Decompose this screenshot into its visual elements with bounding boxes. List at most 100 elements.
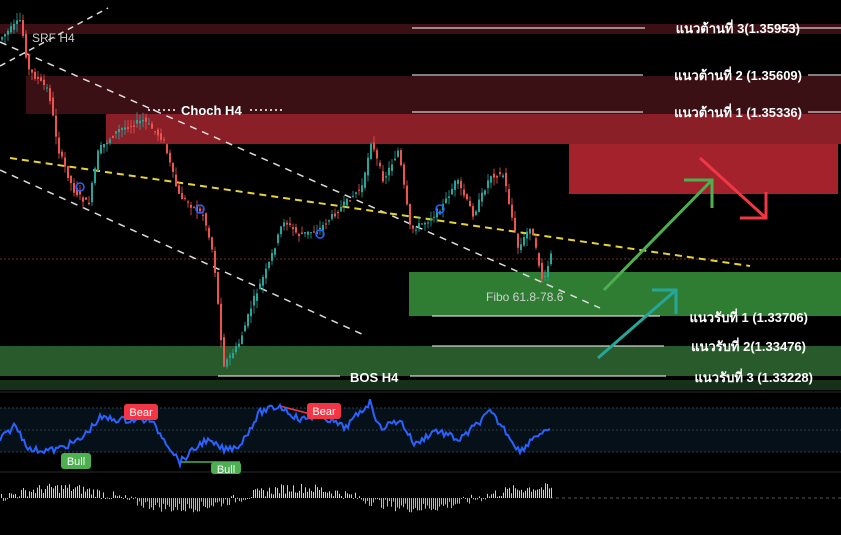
- histogram-bar: [347, 493, 348, 498]
- candle-body: [67, 165, 69, 179]
- histogram-bar: [339, 493, 340, 498]
- histogram-bar: [441, 498, 442, 505]
- histogram-bar: [541, 487, 542, 498]
- histogram-bar: [109, 498, 110, 500]
- histogram-bar: [401, 498, 402, 506]
- histogram-bar: [381, 498, 382, 508]
- candle-body: [136, 120, 138, 124]
- histogram-bar: [7, 498, 8, 500]
- candle-body: [16, 20, 18, 24]
- histogram-bar: [319, 489, 320, 498]
- candle-body: [448, 196, 450, 198]
- histogram-bar: [129, 498, 130, 500]
- histogram-bar: [423, 498, 424, 504]
- histogram-bar: [513, 485, 514, 498]
- histogram-bar: [119, 495, 120, 498]
- candle-body: [220, 303, 222, 341]
- candle-body: [523, 237, 525, 246]
- candle-body: [313, 231, 315, 233]
- candle-body: [490, 176, 492, 183]
- histogram-bar: [451, 498, 452, 509]
- histogram-bar: [31, 492, 32, 498]
- candle-body: [115, 131, 117, 134]
- green-up-arrow-head: [684, 178, 714, 208]
- candle-body: [316, 232, 318, 234]
- candle-body: [550, 253, 552, 265]
- candle-body: [334, 213, 336, 217]
- histogram-bar: [515, 488, 516, 498]
- candle-body: [31, 69, 33, 73]
- histogram-bar: [323, 491, 324, 498]
- histogram-bar: [533, 489, 534, 498]
- histogram-bar: [99, 490, 100, 498]
- candle-body: [355, 192, 357, 195]
- candle-body: [262, 277, 264, 286]
- resistance-zone-top: [0, 24, 841, 34]
- histogram-bar: [437, 498, 438, 511]
- candle-body: [25, 33, 27, 58]
- histogram-bar: [231, 496, 232, 498]
- candle-body: [460, 180, 462, 189]
- candle-body: [367, 157, 369, 176]
- candle-body: [343, 201, 345, 206]
- histogram-bar: [181, 498, 182, 512]
- histogram-bar: [55, 485, 56, 498]
- fibo-label: Fibo 61.8-78.6: [486, 290, 564, 304]
- histogram-bar: [221, 498, 222, 507]
- histogram-bar: [89, 488, 90, 498]
- histogram-bar: [179, 498, 180, 504]
- candle-body: [121, 128, 123, 130]
- histogram-bar: [377, 498, 378, 500]
- candle-body: [532, 228, 534, 235]
- histogram-bar: [523, 492, 524, 498]
- candle-body: [184, 198, 186, 200]
- histogram-bar: [127, 498, 128, 500]
- histogram-bar: [549, 488, 550, 498]
- histogram-bar: [419, 498, 420, 511]
- candle-body: [469, 201, 471, 207]
- histogram-bar: [171, 498, 172, 512]
- candle-body: [73, 183, 75, 193]
- candle-body: [100, 145, 102, 154]
- histogram-bar: [235, 498, 236, 503]
- histogram-bar: [191, 498, 192, 509]
- candle-body: [127, 127, 129, 130]
- candle-body: [463, 189, 465, 196]
- resistance-1-label: แนวต้านที่ 1 (1.35336): [674, 103, 802, 120]
- candle-body: [274, 248, 276, 255]
- candle-body: [298, 234, 300, 237]
- histogram-bar: [411, 498, 412, 513]
- candle-body: [193, 206, 195, 208]
- histogram-bar: [241, 498, 242, 502]
- histogram-bar: [59, 492, 60, 498]
- histogram-bar: [77, 486, 78, 498]
- histogram-bar: [313, 491, 314, 498]
- candle-body: [322, 224, 324, 231]
- histogram-bar: [117, 496, 118, 498]
- histogram-bar: [95, 496, 96, 498]
- histogram-bar: [529, 487, 530, 498]
- teal-up-arrow-head: [652, 288, 678, 314]
- swing-marker: [75, 182, 85, 192]
- choch-label: Choch H4: [181, 103, 242, 118]
- bear-tag-box: [307, 403, 341, 419]
- candle-body: [232, 353, 234, 359]
- candle-body: [103, 143, 105, 148]
- histogram-bar: [551, 487, 552, 498]
- histogram-bar: [123, 498, 124, 499]
- histogram-bar: [21, 489, 22, 498]
- histogram-bar: [487, 493, 488, 498]
- histogram-bar: [525, 490, 526, 498]
- histogram-bar: [5, 498, 6, 501]
- candle-body: [112, 135, 114, 138]
- histogram-bar: [265, 496, 266, 498]
- candle-body: [160, 133, 162, 140]
- histogram-bar: [473, 498, 474, 500]
- histogram-bar: [367, 498, 368, 501]
- srf-diagonal-line: [0, 7, 109, 67]
- bull-tag-box: [61, 453, 91, 469]
- histogram-bar: [477, 498, 478, 500]
- candle-body: [319, 227, 321, 230]
- histogram-bar: [37, 487, 38, 498]
- candle-body: [385, 176, 387, 178]
